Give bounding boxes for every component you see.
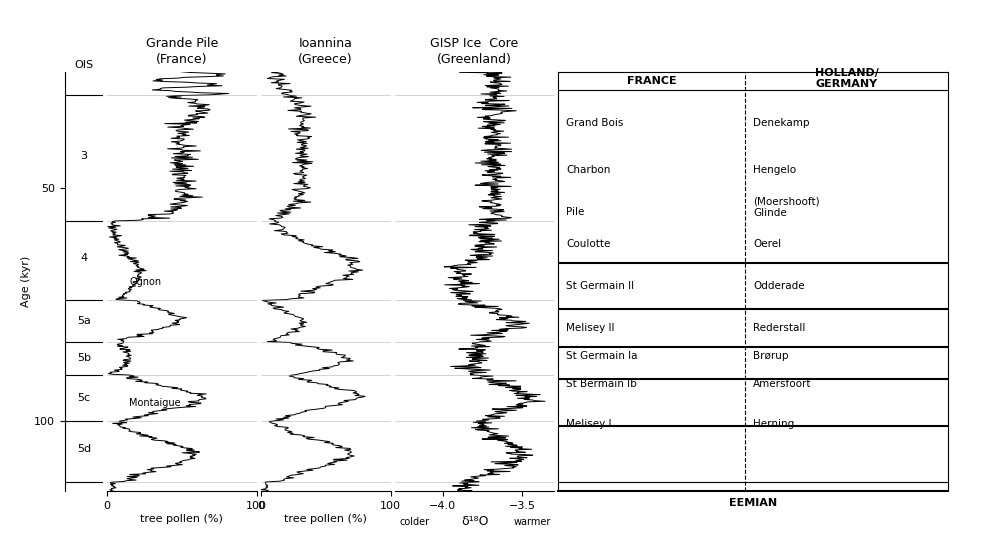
Text: Ognon: Ognon (130, 277, 162, 286)
Text: St Germain II: St Germain II (566, 281, 634, 291)
Y-axis label: Age (kyr): Age (kyr) (21, 256, 31, 307)
Text: Odderade: Odderade (753, 281, 805, 291)
Text: GISP Ice  Core: GISP Ice Core (431, 36, 518, 50)
Text: EEMIAN: EEMIAN (729, 498, 777, 508)
Text: FRANCE: FRANCE (627, 76, 676, 86)
X-axis label: tree pollen (%): tree pollen (%) (141, 514, 223, 524)
Text: 3: 3 (80, 151, 88, 161)
Text: Grande Pile: Grande Pile (146, 36, 218, 50)
X-axis label: tree pollen (%): tree pollen (%) (285, 514, 367, 524)
Text: (France): (France) (156, 53, 208, 66)
Text: Herning: Herning (753, 418, 794, 429)
Text: St Germain Ia: St Germain Ia (566, 351, 637, 361)
Text: Hengelo: Hengelo (753, 164, 796, 174)
Text: Brørup: Brørup (753, 351, 789, 361)
Text: Coulotte: Coulotte (566, 239, 610, 250)
Text: Denekamp: Denekamp (753, 118, 810, 128)
Text: Pile: Pile (566, 206, 584, 216)
Text: (Moershooft)
Glinde: (Moershooft) Glinde (753, 196, 820, 217)
Text: (Greenland): (Greenland) (438, 53, 511, 66)
Text: Amersfoort: Amersfoort (753, 379, 812, 389)
Text: colder: colder (400, 517, 430, 527)
Text: Grand Bois: Grand Bois (566, 118, 623, 128)
Text: 4: 4 (80, 253, 88, 263)
Text: Charbon: Charbon (566, 164, 610, 174)
Text: 5d: 5d (77, 444, 91, 454)
Text: warmer: warmer (514, 517, 551, 527)
Text: Montaigue: Montaigue (130, 397, 181, 408)
Text: 5c: 5c (77, 393, 91, 403)
Text: Melisey II: Melisey II (566, 323, 614, 333)
Text: Ioannina: Ioannina (299, 36, 353, 50)
Text: Rederstall: Rederstall (753, 323, 805, 333)
Text: (Greece): (Greece) (299, 53, 353, 66)
Text: 5a: 5a (77, 316, 91, 326)
Text: 5b: 5b (77, 353, 91, 363)
Text: Oerel: Oerel (753, 239, 781, 250)
Text: Melisey I: Melisey I (566, 418, 611, 429)
Text: St Bermain Ib: St Bermain Ib (566, 379, 637, 389)
Text: δ¹⁸O: δ¹⁸O (461, 515, 489, 528)
Text: OIS: OIS (74, 60, 94, 70)
Text: HOLLAND/
GERMANY: HOLLAND/ GERMANY (815, 68, 879, 89)
